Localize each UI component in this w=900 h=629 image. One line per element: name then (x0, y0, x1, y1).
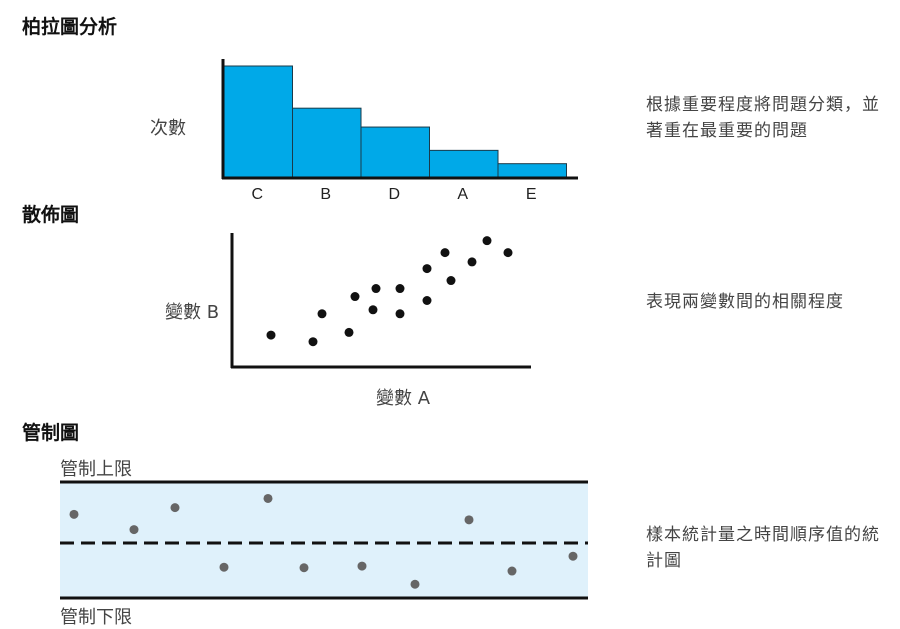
control-upper-label: 管制上限 (60, 459, 132, 480)
scatter-point (371, 284, 381, 294)
pareto-description: 根據重要程度將問題分類，並著重在最重要的問題 (646, 95, 880, 141)
control-point (568, 551, 578, 561)
pareto-tick-label: E (526, 186, 537, 203)
control-lower-label: 管制下限 (60, 607, 132, 628)
scatter-ylabel: 變數 B (165, 302, 220, 323)
control-point (129, 525, 139, 535)
scatter-point (350, 292, 360, 302)
scatter-point (422, 296, 432, 305)
pareto-bar-D (360, 126, 430, 178)
scatter-point (266, 330, 276, 340)
pareto-tick-label: A (457, 186, 468, 203)
pareto-title: 柏拉圖分析 (22, 16, 118, 38)
scatter-title: 散佈圖 (22, 204, 80, 226)
scatter-point (422, 264, 432, 274)
pareto-ylabel: 次數 (150, 118, 186, 139)
pareto-tick-label: D (388, 186, 400, 203)
control-point (69, 509, 79, 519)
scatter-point (317, 309, 327, 319)
scatter-point (467, 257, 477, 267)
pareto-bar-E (497, 163, 567, 178)
pareto-tick-label: C (251, 186, 263, 203)
scatter-xlabel: 變數 A (376, 388, 431, 409)
control-point (170, 503, 180, 513)
scatter-point (503, 248, 513, 258)
control-band (60, 482, 588, 598)
control-point (507, 566, 517, 576)
pareto-bar-C (223, 65, 293, 178)
control-title: 管制圖 (22, 422, 80, 444)
control-point (299, 563, 309, 573)
scatter-point (308, 337, 318, 347)
control-point (464, 515, 474, 525)
control-point (410, 579, 420, 589)
control-point (357, 561, 367, 571)
scatter-point (440, 248, 450, 258)
pareto-tick-label: B (320, 186, 331, 203)
scatter-point (395, 284, 405, 294)
scatter-point (344, 327, 354, 337)
scatter-point (446, 276, 456, 286)
pareto-bar-B (292, 107, 362, 178)
scatter-point (368, 305, 378, 315)
control-point (263, 493, 273, 503)
control-description: 樣本統計量之時間順序值的統計圖 (646, 525, 880, 571)
pareto-bar-A (429, 149, 499, 178)
scatter-point (482, 236, 492, 246)
scatter-point (395, 309, 405, 319)
scatter-description: 表現兩變數間的相關程度 (646, 292, 844, 312)
control-point (219, 562, 229, 572)
